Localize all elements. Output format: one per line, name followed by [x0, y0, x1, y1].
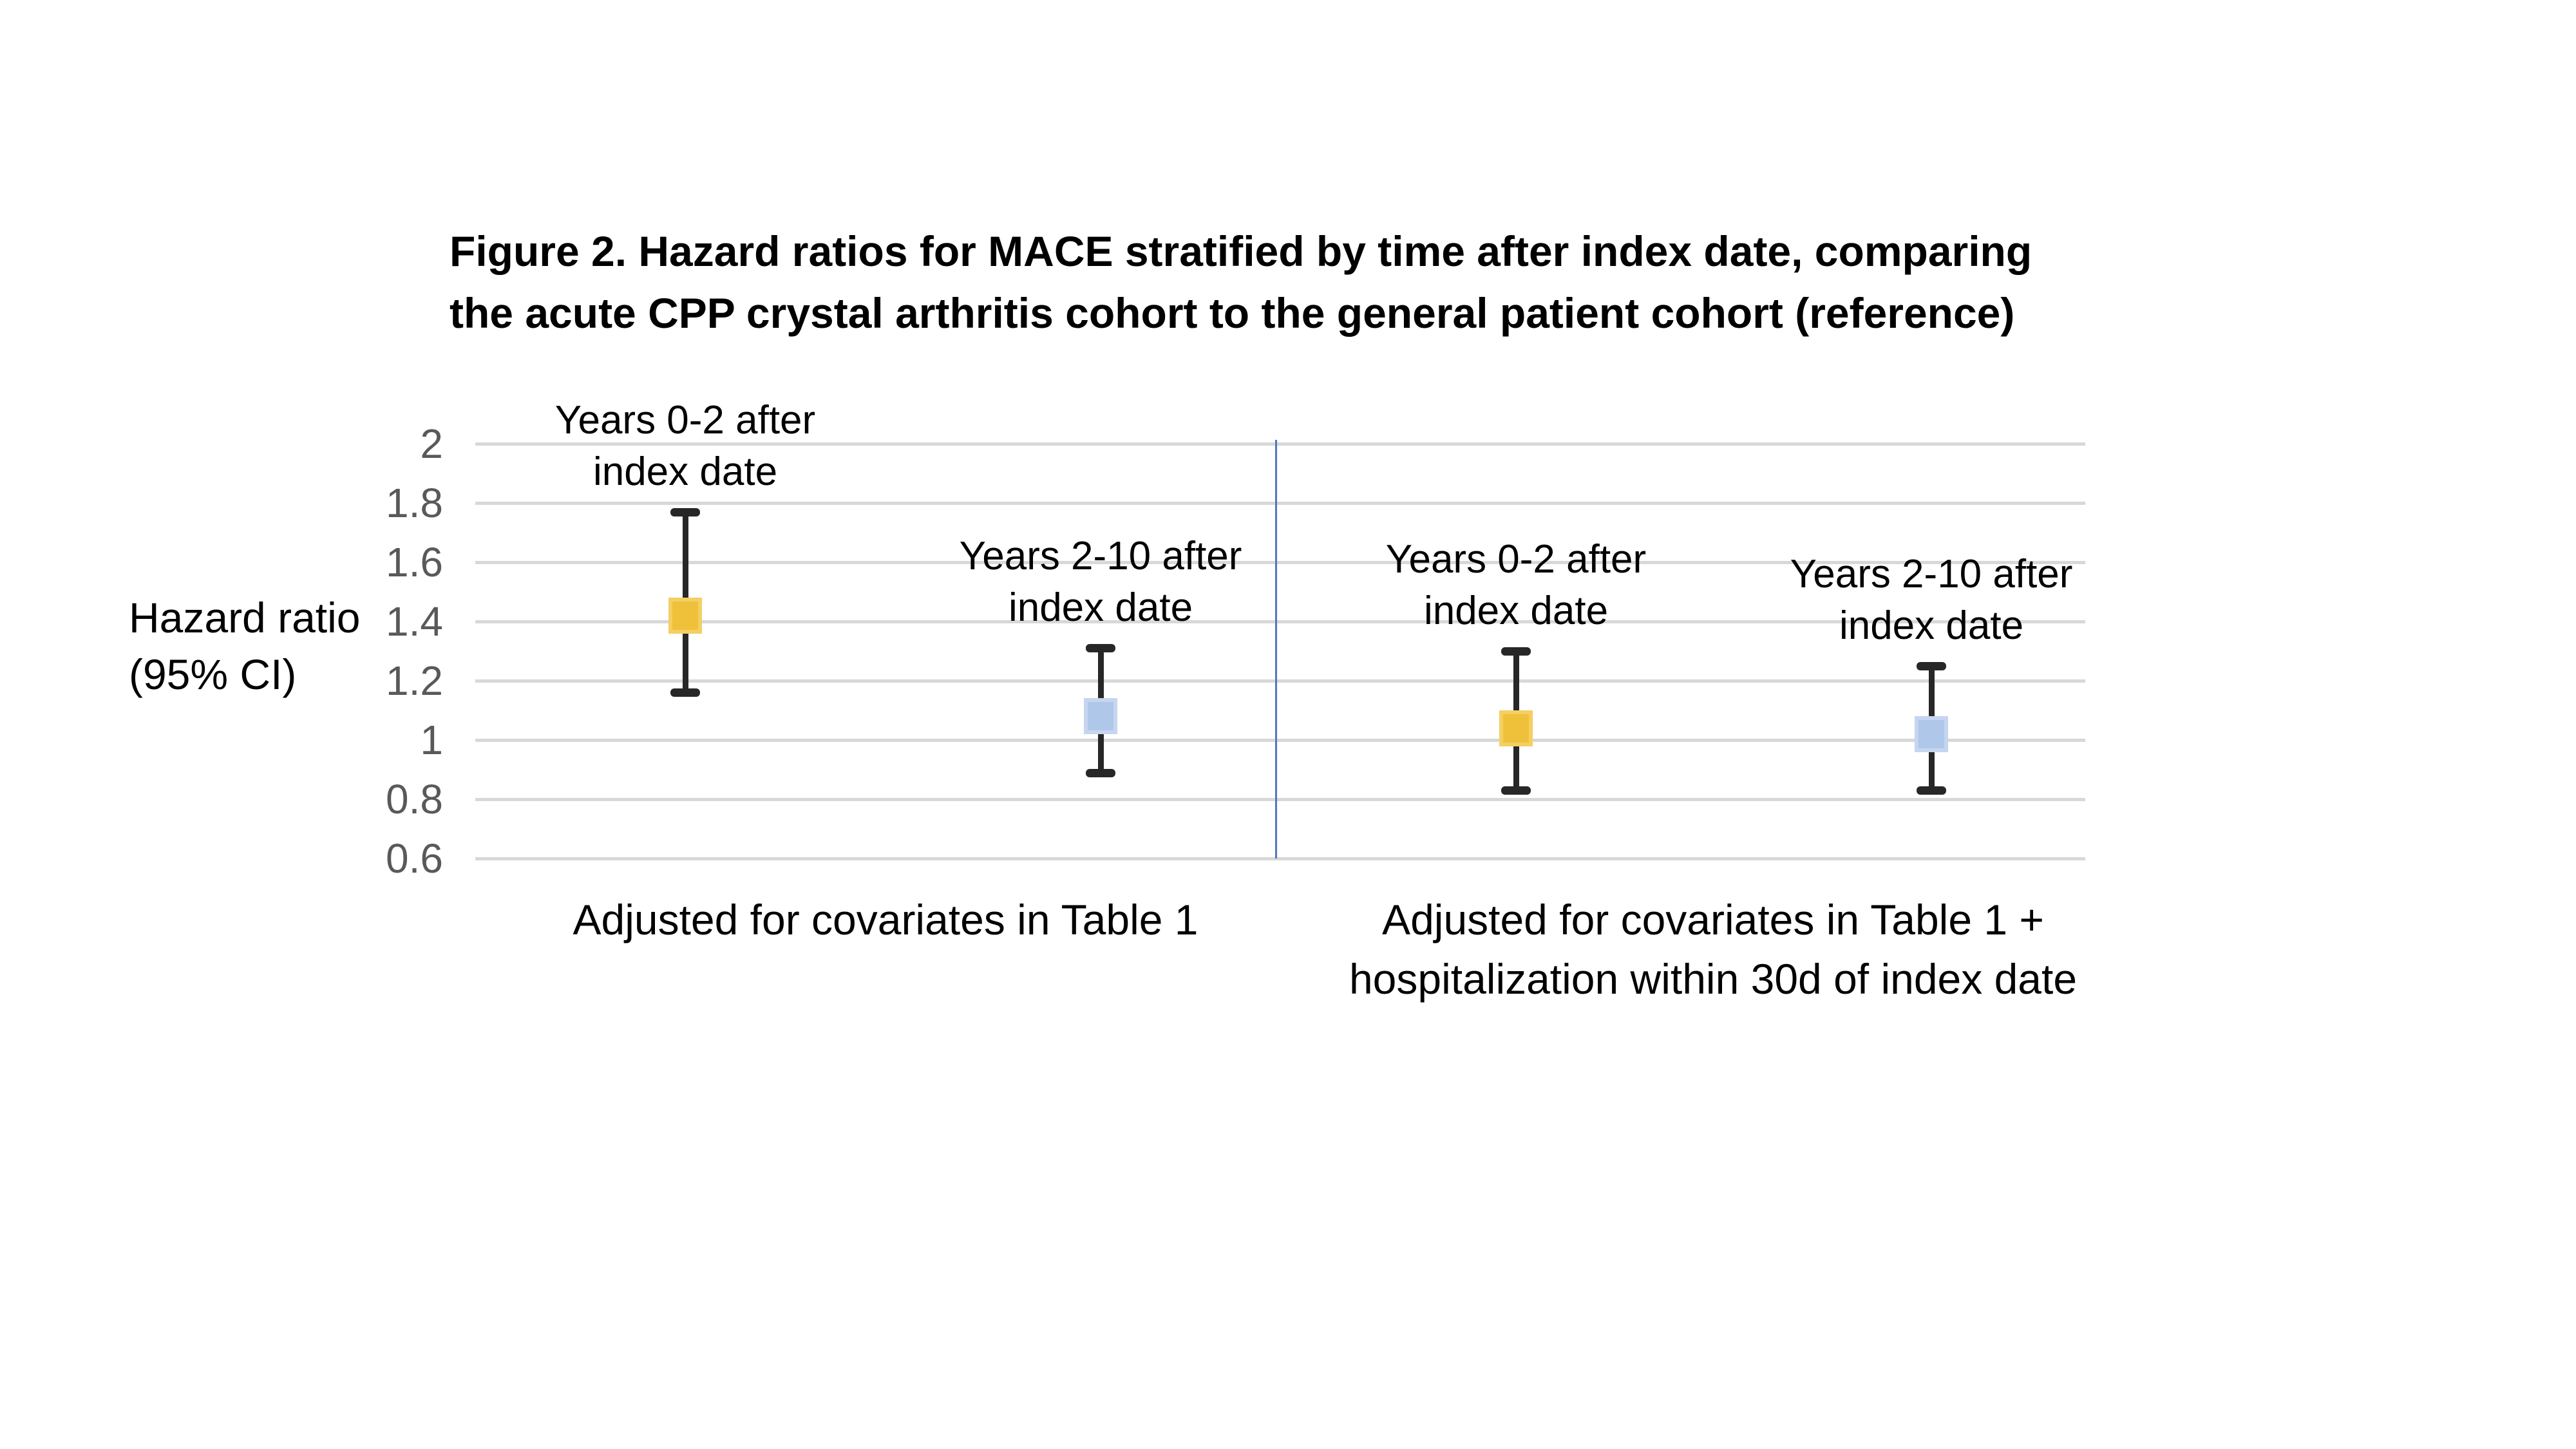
point-label-line1: Years 2-10 after	[1790, 552, 2073, 596]
y-tick-label: 1.8	[386, 480, 443, 526]
y-tick-label: 0.6	[386, 835, 443, 882]
point-label: Years 0-2 after index date	[1310, 534, 1722, 637]
y-tick-label: 1.6	[386, 539, 443, 585]
figure-title-line2: the acute CPP crystal arthritis cohort t…	[450, 289, 2015, 337]
marker-square-years_0_2	[668, 597, 702, 634]
error-bar-cap-bottom	[1501, 786, 1531, 795]
gridline	[475, 857, 2085, 860]
x-axis-group-label-1-text: Adjusted for covariates in Table 1	[573, 896, 1198, 943]
marker-square-years_2_10	[1084, 698, 1117, 735]
error-bar-cap-top	[1917, 662, 1946, 670]
gridline	[475, 442, 2085, 446]
point-label-line2: index date	[1423, 589, 1609, 633]
error-bar-cap-bottom	[1086, 768, 1115, 777]
point-label: Years 2-10 after index date	[1725, 549, 2137, 652]
error-bar-cap-bottom	[1917, 786, 1946, 795]
x-axis-group-label-2-line1: Adjusted for covariates in Table 1 +	[1382, 896, 2044, 943]
gridline	[475, 502, 2085, 505]
point-label-line1: Years 0-2 after	[1385, 537, 1647, 582]
y-tick-label: 1.4	[386, 598, 443, 645]
gridline	[475, 561, 2085, 564]
y-tick-label: 1.2	[386, 658, 443, 704]
x-axis-group-label-2: Adjusted for covariates in Table 1 + hos…	[1133, 890, 2293, 1009]
figure-title: Figure 2. Hazard ratios for MACE stratif…	[450, 220, 2124, 344]
point-label-line2: index date	[1839, 603, 2024, 648]
point-label-line1: Years 0-2 after	[554, 397, 816, 442]
y-axis-title-line2: (95% CI)	[129, 650, 297, 698]
panel-separator-line	[1275, 440, 1277, 858]
error-bar-cap-bottom	[670, 688, 700, 697]
point-label-line2: index date	[1008, 585, 1193, 630]
y-tick-label: 1	[420, 717, 443, 763]
marker-square-years_2_10	[1915, 715, 1948, 752]
y-tick-label: 2	[420, 421, 443, 467]
figure-title-line1: Figure 2. Hazard ratios for MACE stratif…	[450, 227, 2032, 275]
y-axis-title: Hazard ratio (95% CI)	[129, 589, 464, 703]
gridline	[475, 620, 2085, 623]
x-axis-group-label-2-line2: hospitalization within 30d of index date	[1349, 955, 2078, 1003]
error-bar-cap-top	[670, 507, 700, 516]
x-axis-group-label-1: Adjusted for covariates in Table 1	[370, 890, 1401, 949]
point-label-line2: index date	[592, 449, 778, 494]
y-tick-label: 0.8	[386, 776, 443, 822]
error-bar-cap-top	[1086, 644, 1115, 653]
gridline	[475, 739, 2085, 742]
point-label: Years 2-10 after index date	[895, 531, 1307, 634]
point-label: Years 0-2 after index date	[479, 395, 891, 498]
point-label-line1: Years 2-10 after	[959, 534, 1242, 579]
gridline	[475, 798, 2085, 801]
y-axis-title-line1: Hazard ratio	[129, 594, 361, 641]
gridline	[475, 679, 2085, 683]
marker-square-years_0_2	[1499, 710, 1533, 746]
error-bar-cap-top	[1501, 647, 1531, 656]
